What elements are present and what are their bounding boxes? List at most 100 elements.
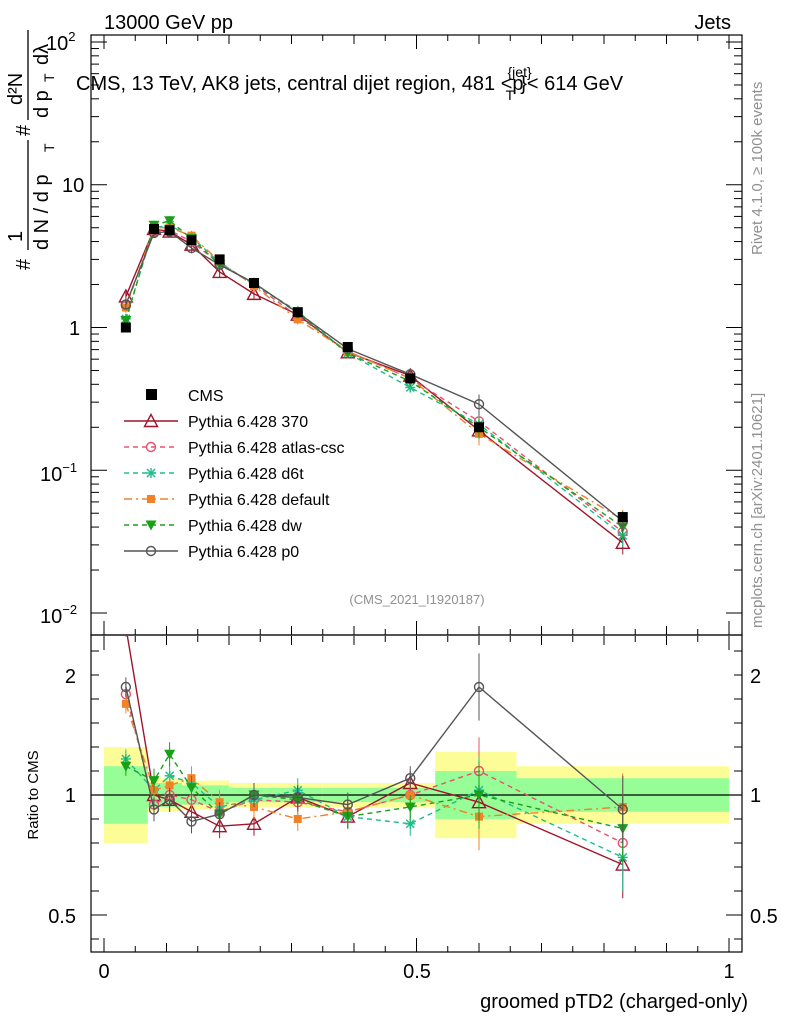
ratio-point-dw [164,749,176,760]
ratio-tick-label-1-right: 1 [750,785,761,807]
legend-label-dw: Pythia 6.428 dw [188,518,302,535]
y-tick-label-0.01: 10−2 [40,602,77,628]
series-point-default [293,315,302,324]
legend-label-atlas-csc: Pythia 6.428 atlas-csc [188,440,345,457]
analysis-id: (CMS_2021_I1920187) [349,592,484,607]
ratio-point-p0 [292,792,303,803]
ratio-point-d6t-d2 [405,819,415,829]
side-label-mcplots: mcplots.cern.ch [arXiv:2401.10621] [749,393,766,628]
ratio-tick-label-0.5: 0.5 [48,906,76,928]
ratio-point-dw [404,802,416,813]
cms-data-point [405,373,416,384]
ylabel-dn: d N / d p [31,174,53,250]
legend-label-p0: Pythia 6.428 p0 [188,544,299,561]
ylabel-t2: T [41,73,57,82]
cms-data-point [292,307,303,318]
ylabel-one: 1 [5,231,27,242]
main-series-layer [118,215,631,555]
legend: CMS Pythia 6.428 370 Pythia 6.428 atlas-… [124,388,345,561]
series-point-370 [211,263,228,279]
series-line-atlas-csc [125,229,624,533]
legend-label-370: Pythia 6.428 370 [188,414,308,431]
y-tick-label-10: 10 [62,175,84,197]
legend-marker-d6t [146,468,156,478]
y-tick-label-1: 1 [69,318,80,340]
series-point-d6t-d2 [405,382,415,392]
header-left: 13000 GeV pp [104,12,233,34]
ratio-point-d6t [405,818,416,829]
ratio-point-default [165,781,174,790]
ratio-tick-label-1: 1 [65,785,76,807]
ylabel-dp: d p [31,90,53,118]
series-point-dw [120,315,132,326]
ratio-point-p0 [186,816,197,827]
ratio-tick-label-2: 2 [65,666,76,688]
ratio-line-atlas-csc [125,694,624,844]
series-point-p0 [473,399,485,410]
ratio-point-dw [342,812,354,823]
x-tick-label-0.5: 0.5 [403,961,431,983]
ratio-point-default [121,699,130,708]
chart-title: CMS, 13 TeV, AK8 jets, central dijet reg… [76,64,624,103]
ratio-series-layer [119,621,631,899]
series-point-370 [246,285,262,301]
ratio-point-p0 [473,681,485,693]
chart-title-main: CMS, 13 TeV, AK8 jets, central dijet reg… [76,73,524,95]
ratio-point-default [293,815,302,823]
side-label-rivet: Rivet 4.1.0, ≥ 100k events [749,82,766,255]
legend-marker-default [147,495,155,503]
ratio-tick-label-0.5-right: 0.5 [750,906,778,928]
legend-label-cms: CMS [188,388,224,405]
ratio-point-p0 [148,804,160,815]
ratio-y-axis-label: Ratio to CMS [25,750,42,839]
ylabel-t1: T [41,143,57,152]
header-right: Jets [694,12,731,34]
cms-data-point [214,254,225,265]
y-tick-label-100: 102 [46,29,75,55]
ratio-line-d6t [125,758,624,859]
x-tick-label-1: 1 [723,961,734,983]
series-point-p0 [120,299,132,310]
series-point-370 [615,534,631,550]
ratio-point-p0 [248,789,260,801]
ratio-point-p0 [214,809,225,820]
chart-title-tail: }< 614 GeV [520,73,624,95]
ratio-point-dw [148,776,160,787]
ratio-point-370 [119,621,132,633]
ylabel-dl: dλ [31,44,53,65]
cms-data-point [249,277,259,288]
cms-data-point [617,512,628,523]
x-tick-label-0: 0 [98,961,109,983]
ratio-tick-label-2-right: 2 [750,666,761,688]
cms-data-point [474,422,484,433]
ratio-point-p0 [342,799,353,810]
y-axis-label: # 1 d N / d p T # d²N d p T dλ [5,30,57,270]
legend-label-default: Pythia 6.428 default [188,492,330,509]
cms-data-point [120,322,131,333]
cms-data-point [342,342,353,353]
legend-marker-d6t-d2 [146,468,156,478]
ratio-point-370 [211,818,228,833]
legend-label-d6t: Pythia 6.428 d6t [188,466,304,483]
series-line-dw [125,219,624,528]
legend-marker-cms [146,389,157,400]
ratio-point-p0 [405,773,416,784]
legend-marker-atlas-csc [145,441,157,453]
ylabel-d2n: d²N [5,73,27,105]
ylabel-hash1: # [13,258,35,270]
series-line-d6t [125,224,624,536]
chart-title-sub: T [506,87,515,103]
y-tick-label-0.1: 10−1 [40,460,77,486]
ylabel-hash2: # [13,124,35,136]
axis-ticks [91,35,742,952]
legend-marker-p0 [145,545,157,557]
ratio-point-p0 [617,804,628,815]
ratio-point-dw [186,783,197,794]
cms-data-point [186,235,197,246]
cms-data-point [164,225,175,236]
x-axis-label: groomed pTD2 (charged-only) [480,991,748,1013]
ratio-point-p0 [120,681,132,693]
chart-title-sup: {jet} [508,64,532,80]
